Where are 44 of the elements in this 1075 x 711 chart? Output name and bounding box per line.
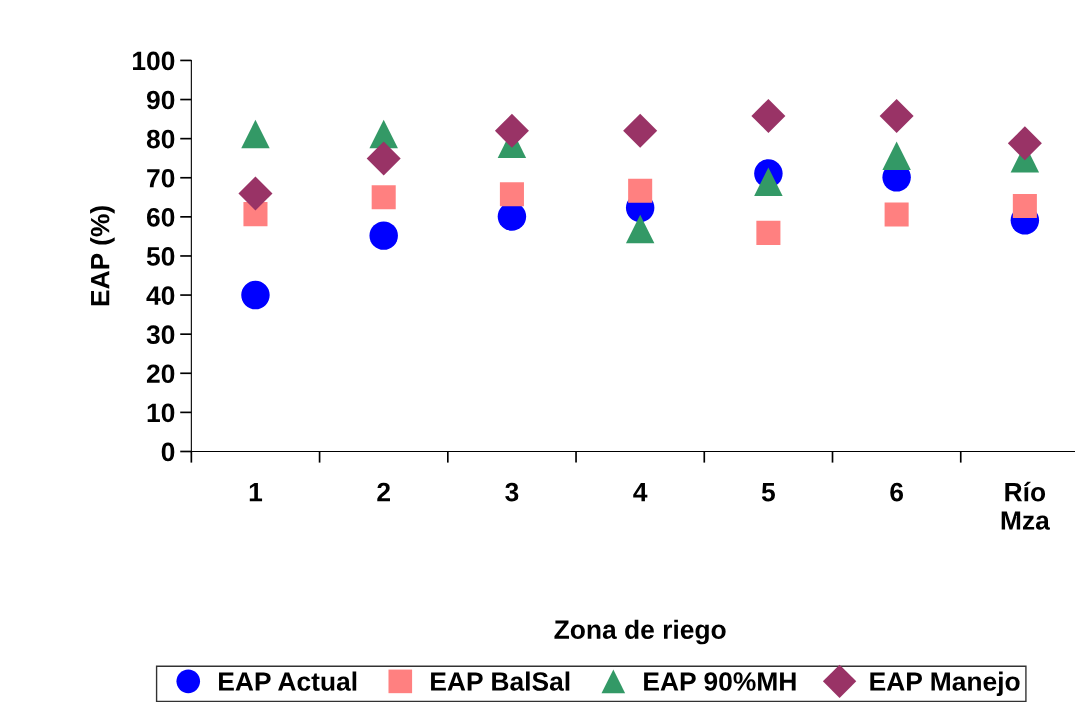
y-tick-label: 80: [146, 129, 175, 149]
legend-label: EAP BalSal: [431, 671, 570, 691]
point: [494, 113, 529, 148]
legend-label: EAP Actual: [219, 671, 357, 691]
point: [884, 202, 909, 227]
point: [882, 141, 911, 171]
y-tick-label: 0: [161, 442, 175, 462]
y-tick-label: 100: [133, 51, 175, 71]
y-tick-label: 40: [146, 286, 175, 305]
point: [369, 221, 398, 250]
point: [1012, 193, 1037, 218]
y-tick-label: 60: [146, 207, 175, 227]
legend-label: EAP 90%MH: [644, 672, 796, 691]
x-tick-label: 4: [633, 483, 648, 502]
point: [499, 182, 524, 207]
x-axis-title: Zona de riego: [554, 619, 726, 645]
point: [366, 141, 401, 176]
y-tick-label: 30: [146, 325, 175, 345]
y-tick-label: 50: [146, 247, 175, 266]
x-tick-label: 3: [505, 482, 519, 502]
y-tick-label: 20: [146, 364, 175, 384]
y-tick-label: 70: [147, 168, 175, 188]
point: [1007, 126, 1042, 161]
point: [756, 220, 781, 245]
x-tick-label: Río Mza: [1001, 481, 1050, 530]
y-tick-label: 10: [147, 403, 175, 423]
point: [879, 98, 914, 133]
x-tick-label: 5: [761, 483, 775, 502]
point: [625, 214, 655, 244]
y-axis-title: EAP (%): [90, 206, 115, 306]
point: [754, 167, 783, 196]
point: [628, 178, 653, 203]
y-tick-label: 90: [146, 90, 175, 110]
point: [371, 185, 396, 210]
point: [241, 119, 270, 149]
x-tick-label: 2: [377, 482, 390, 502]
x-tick-label: 6: [890, 482, 904, 502]
point: [751, 98, 786, 133]
legend-label: EAP Manejo: [870, 671, 1020, 697]
point: [623, 113, 658, 148]
x-tick-label: 1: [249, 483, 263, 502]
point: [369, 119, 398, 149]
point: [241, 280, 270, 310]
point: [238, 176, 273, 211]
